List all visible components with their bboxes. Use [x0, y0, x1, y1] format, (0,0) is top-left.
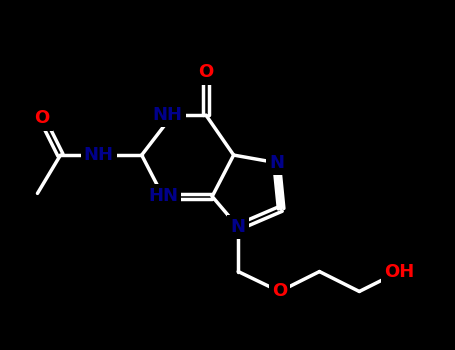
Text: OH: OH: [384, 262, 414, 281]
Text: O: O: [272, 282, 287, 300]
Text: NH: NH: [84, 146, 114, 164]
Text: N: N: [156, 188, 171, 205]
Text: O: O: [35, 109, 50, 127]
Text: HN: HN: [148, 188, 178, 205]
Text: O: O: [198, 63, 214, 81]
Text: N: N: [231, 218, 246, 236]
Text: N: N: [269, 154, 284, 172]
Text: NH: NH: [153, 106, 183, 124]
